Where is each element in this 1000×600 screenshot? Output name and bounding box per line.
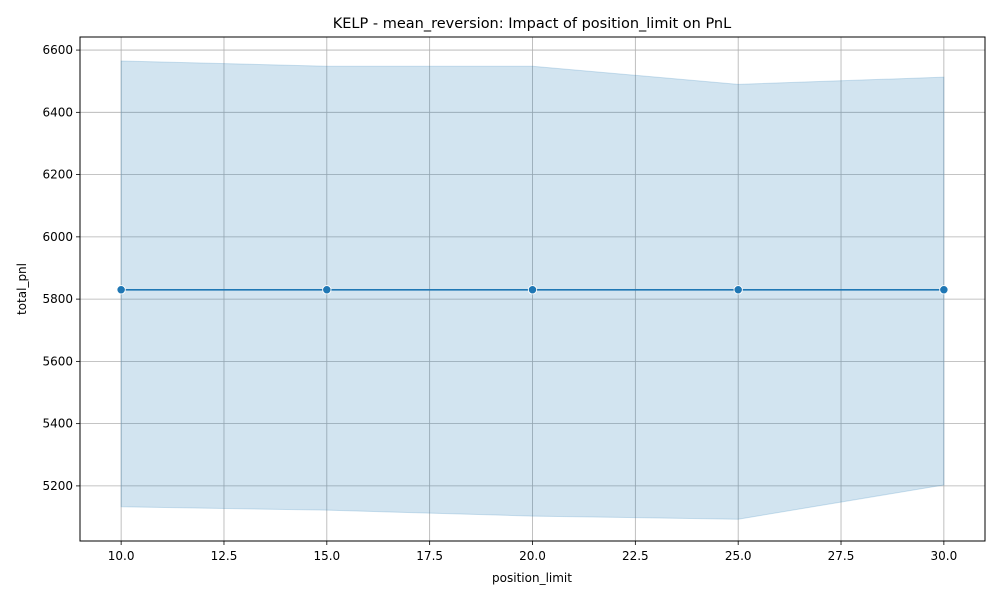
x-tick-label: 20.0 — [519, 549, 546, 563]
x-tick-label: 30.0 — [931, 549, 958, 563]
y-tick-label: 6400 — [42, 105, 73, 119]
data-point — [322, 285, 332, 295]
data-point — [733, 285, 743, 295]
y-tick-label: 5800 — [42, 292, 73, 306]
x-tick-label: 27.5 — [828, 549, 855, 563]
y-tick-label: 5400 — [42, 417, 73, 431]
x-tick-label: 17.5 — [416, 549, 443, 563]
data-point — [939, 285, 949, 295]
x-tick-label: 10.0 — [108, 549, 135, 563]
x-axis-ticks: 10.0 12.5 15.0 17.5 20.0 22.5 25.0 27.5 30.0 — [108, 541, 957, 563]
y-tick-label: 6200 — [42, 168, 73, 182]
y-tick-label: 5600 — [42, 354, 73, 368]
data-points — [116, 285, 949, 295]
x-tick-label: 15.0 — [313, 549, 340, 563]
x-tick-label: 22.5 — [622, 549, 649, 563]
chart-title: KELP - mean_reversion: Impact of positio… — [333, 16, 731, 32]
data-point — [527, 285, 538, 295]
x-axis-label: position_limit — [492, 571, 572, 585]
y-axis-ticks: 5200 5400 5600 5800 6000 6200 6400 6600 — [42, 43, 80, 493]
y-tick-label: 6600 — [42, 43, 73, 57]
data-point — [116, 285, 126, 295]
y-tick-label: 5200 — [42, 479, 73, 493]
y-axis-label: total_pnl — [15, 263, 29, 315]
x-tick-label: 25.0 — [725, 549, 752, 563]
grid — [80, 37, 985, 541]
x-tick-label: 12.5 — [211, 549, 238, 563]
y-tick-label: 6000 — [42, 230, 73, 244]
